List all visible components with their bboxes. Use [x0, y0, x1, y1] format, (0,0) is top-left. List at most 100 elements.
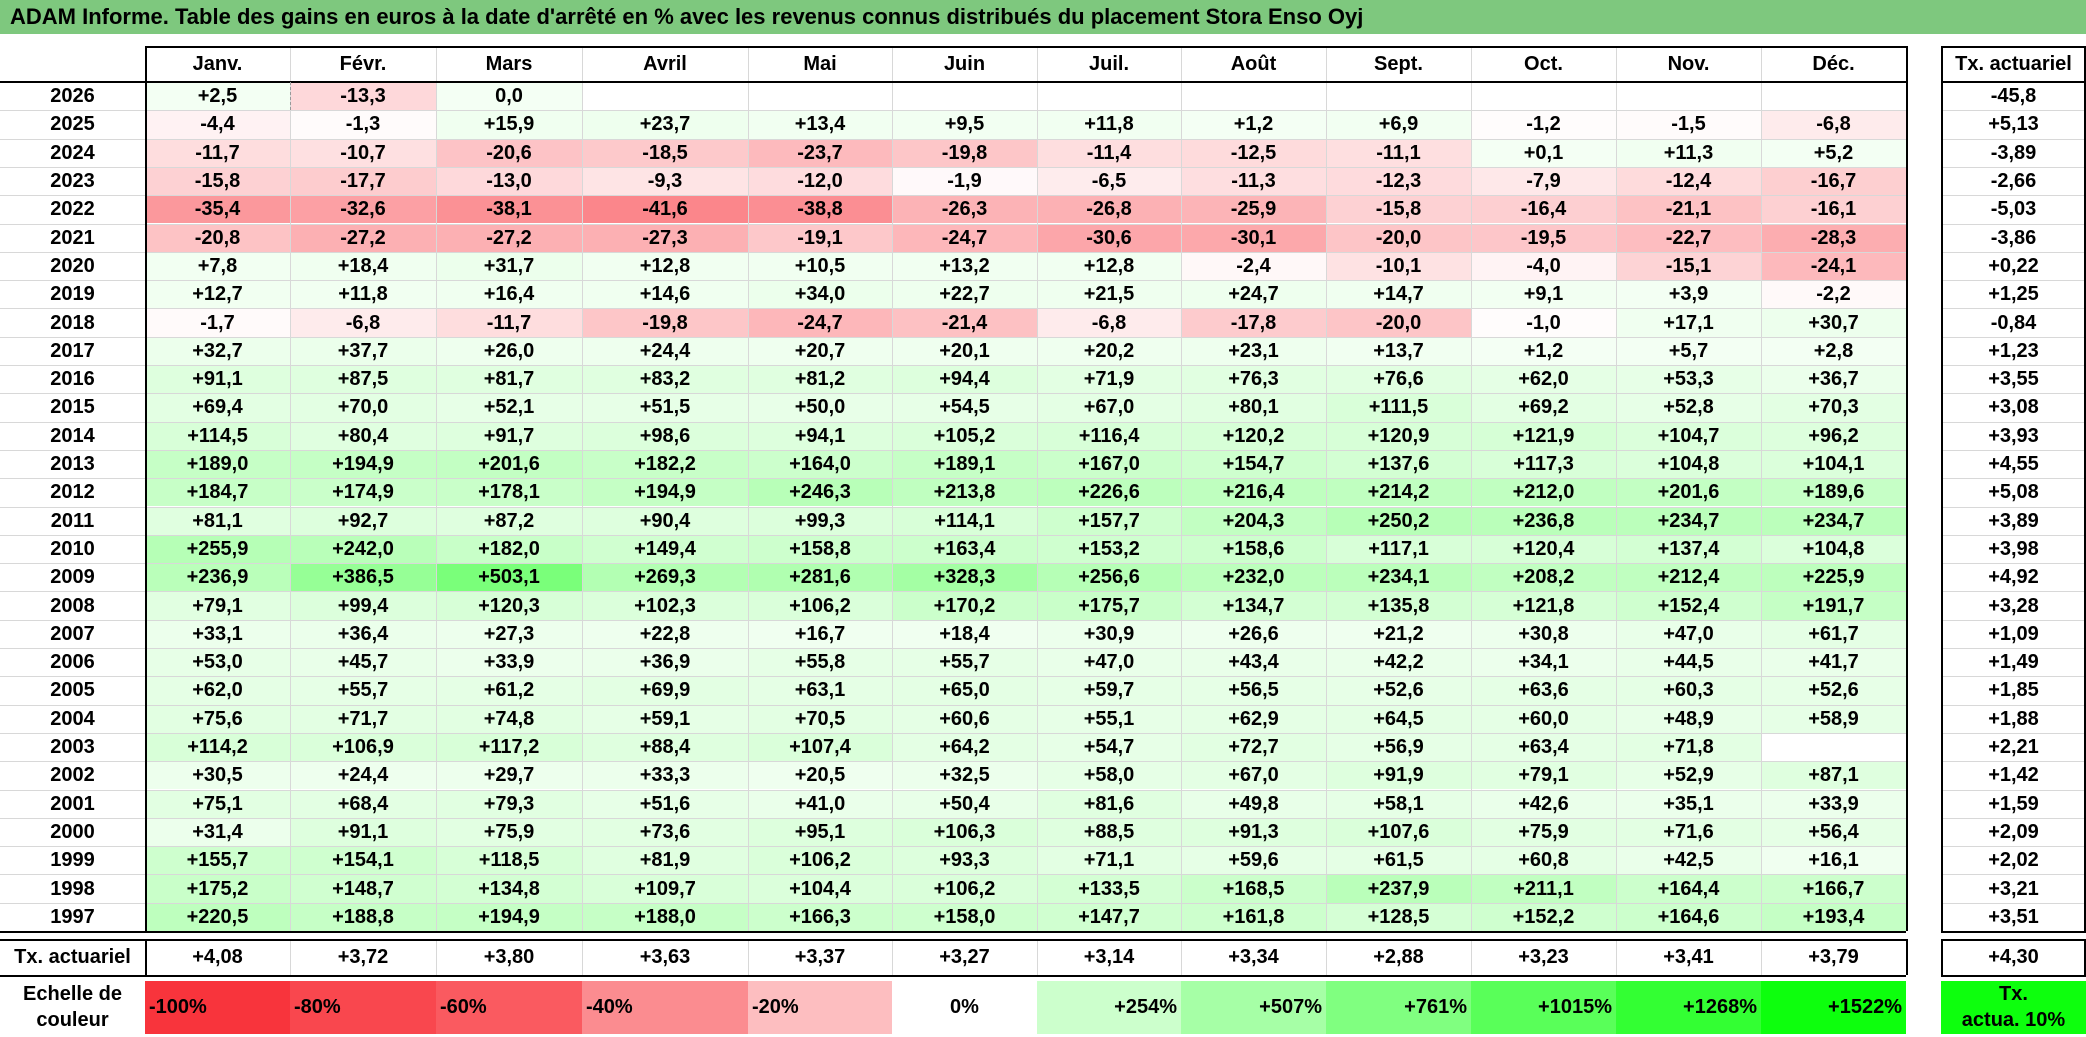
table-cell: +18,4 [290, 251, 436, 281]
table-cell: -18,5 [582, 138, 748, 167]
table-cell: +58,9 [1761, 704, 1906, 733]
table-cell: +32,5 [892, 761, 1037, 790]
table-cell: +49,8 [1181, 789, 1326, 818]
table-cell: +71,8 [1616, 732, 1761, 762]
table-border [145, 46, 1906, 48]
table-cell: +155,7 [145, 846, 290, 875]
table-cell: +63,1 [748, 676, 892, 705]
table-cell: -35,4 [145, 195, 290, 224]
annual-rate-cell: -3,86 [1990, 226, 2037, 249]
table-cell: +194,9 [436, 902, 582, 931]
table-cell: +5,2 [1761, 138, 1906, 167]
annual-rate-cell: +1,49 [1988, 651, 2039, 674]
table-cell: +1,2 [1181, 110, 1326, 139]
row-line [1941, 591, 2086, 593]
table-cell: +14,7 [1326, 280, 1471, 309]
month-header: Juin [943, 53, 986, 75]
footer-cell: +3,37 [794, 946, 846, 968]
table-cell: -19,8 [892, 138, 1037, 167]
table-cell: -2,2 [1761, 280, 1906, 309]
table-cell: +64,2 [892, 732, 1037, 762]
col-line [582, 939, 583, 975]
table-cell: +11,3 [1616, 138, 1761, 167]
table-cell [582, 82, 748, 111]
table-cell: +213,8 [892, 478, 1037, 507]
table-cell: +106,2 [748, 591, 892, 620]
year-label: 2013 [50, 453, 95, 476]
table-cell: +26,0 [436, 336, 582, 365]
table-cell: +189,0 [145, 449, 290, 479]
table-cell: +56,4 [1761, 817, 1906, 847]
table-cell [748, 82, 892, 111]
table-cell: +106,3 [892, 817, 1037, 847]
table-cell: +204,3 [1181, 506, 1326, 535]
footer-label: Tx. actuariel [14, 946, 131, 968]
year-label: 2015 [50, 396, 95, 419]
page-title: ADAM Informe. Table des gains en euros à… [10, 4, 1364, 29]
table-cell: -20,8 [145, 223, 290, 252]
table-cell: 0,0 [436, 82, 582, 111]
table-cell: +32,7 [145, 336, 290, 365]
table-cell: +114,2 [145, 732, 290, 762]
scale-swatch: -20% [748, 981, 892, 1034]
table-cell: -20,0 [1326, 223, 1471, 252]
col-line [1181, 939, 1182, 975]
table-cell [892, 82, 1037, 111]
annual-rate-cell: -0,84 [1990, 311, 2037, 334]
table-cell: +386,5 [290, 563, 436, 592]
table-cell: +30,5 [145, 761, 290, 790]
table-cell: +154,7 [1181, 449, 1326, 479]
table-cell: +242,0 [290, 534, 436, 564]
table-cell: +81,7 [436, 365, 582, 394]
month-header: Oct. [1524, 53, 1563, 75]
year-label: 2020 [50, 254, 95, 277]
table-cell: +22,8 [582, 619, 748, 648]
table-cell: +214,2 [1326, 478, 1471, 507]
table-cell: -15,8 [145, 166, 290, 196]
annual-rate-cell: +4,92 [1988, 566, 2039, 589]
scale-swatch: -80% [290, 981, 436, 1034]
row-line [1941, 789, 2086, 791]
table-cell: -11,7 [436, 308, 582, 337]
table-cell: +33,3 [582, 761, 748, 790]
table-cell: +105,2 [892, 421, 1037, 450]
row-line [0, 704, 1906, 706]
col-line [1616, 46, 1617, 931]
year-label: 2011 [50, 509, 95, 532]
table-cell: +41,0 [748, 789, 892, 818]
table-cell: +71,6 [1616, 817, 1761, 847]
table-cell: +36,9 [582, 648, 748, 677]
table-border [2084, 939, 2086, 975]
table-cell: -26,8 [1037, 195, 1181, 224]
annual-rate-cell: +1,09 [1988, 622, 2039, 645]
table-cell: -11,1 [1326, 138, 1471, 167]
table-border [1941, 46, 2086, 48]
table-cell: +182,2 [582, 449, 748, 479]
table-cell: +503,1 [436, 563, 582, 592]
table-cell: +13,4 [748, 110, 892, 139]
table-cell: +158,6 [1181, 534, 1326, 564]
month-header: Sept. [1374, 53, 1423, 75]
row-line [0, 902, 1906, 904]
table-cell: +71,7 [290, 704, 436, 733]
table-cell: +9,1 [1471, 280, 1616, 309]
annual-rate-cell: +5,08 [1988, 481, 2039, 504]
table-cell: +111,5 [1326, 393, 1471, 422]
scale-swatch: +507% [1181, 981, 1326, 1034]
row-line [0, 195, 1906, 197]
annual-rate-cell: +3,51 [1988, 905, 2039, 928]
table-cell: -15,1 [1616, 251, 1761, 281]
table-cell: +174,9 [290, 478, 436, 507]
table-cell: +137,6 [1326, 449, 1471, 479]
table-cell: +36,7 [1761, 365, 1906, 394]
table-cell: +30,9 [1037, 619, 1181, 648]
table-cell: +12,8 [1037, 251, 1181, 281]
table-cell [1761, 732, 1906, 762]
table-cell: +98,6 [582, 421, 748, 450]
table-cell: +33,1 [145, 619, 290, 648]
table-cell: +121,9 [1471, 421, 1616, 450]
row-line [0, 648, 1906, 649]
table-cell: +79,1 [145, 591, 290, 620]
table-cell: +81,6 [1037, 789, 1181, 818]
table-cell: +120,9 [1326, 421, 1471, 450]
